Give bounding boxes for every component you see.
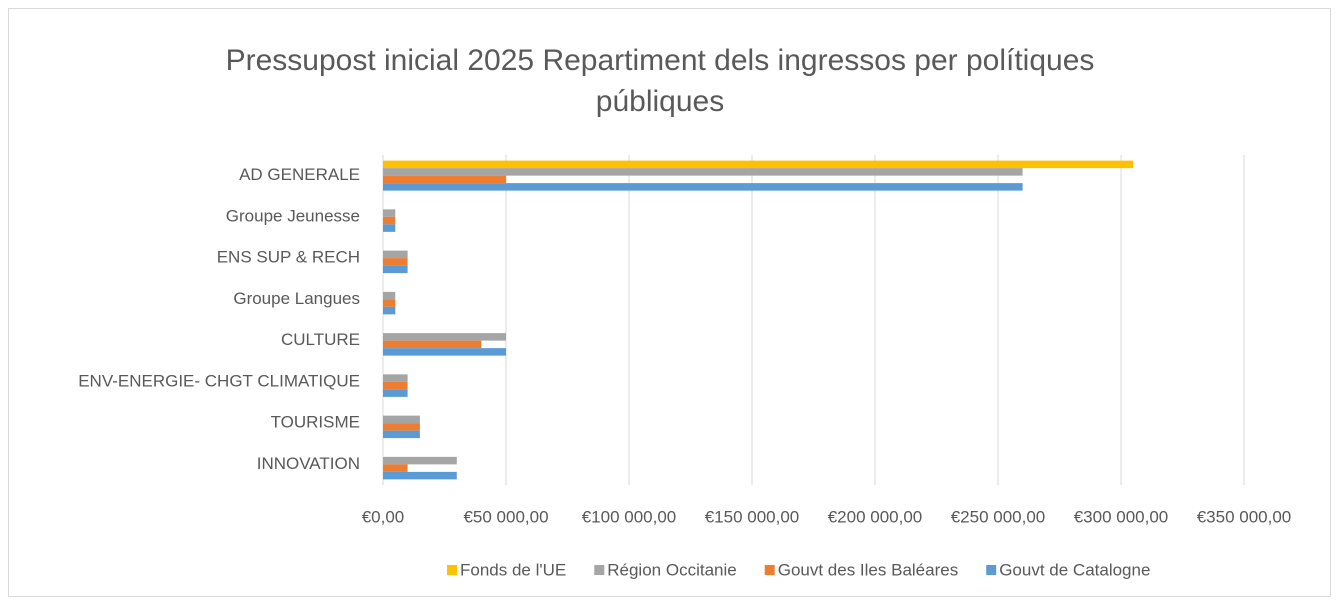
bar xyxy=(383,175,506,184)
legend-label: Région Occitanie xyxy=(607,560,736,579)
bar xyxy=(383,183,1023,191)
bar xyxy=(383,389,408,397)
bar xyxy=(383,250,408,259)
bar xyxy=(383,423,420,431)
legend-swatch xyxy=(986,565,997,575)
x-tick-label: €300 000,00 xyxy=(1074,507,1169,526)
bar xyxy=(383,265,408,274)
y-tick-label: Groupe Langues xyxy=(233,289,360,308)
bar xyxy=(383,258,408,266)
y-tick-label: Groupe Jeunesse xyxy=(226,206,360,225)
legend-swatch xyxy=(447,565,457,575)
bar xyxy=(383,160,1134,169)
legend-swatch xyxy=(594,565,605,575)
bar xyxy=(383,381,408,390)
y-tick-label: INNOVATION xyxy=(257,454,360,473)
bar xyxy=(383,299,396,307)
bar xyxy=(383,209,396,217)
bar xyxy=(383,464,408,472)
x-tick-label: €150 000,00 xyxy=(705,507,800,526)
bar xyxy=(383,456,457,465)
x-tick-label: €200 000,00 xyxy=(828,507,923,526)
bar xyxy=(383,374,408,382)
bar xyxy=(383,216,396,225)
x-tick-label: €250 000,00 xyxy=(951,507,1046,526)
x-tick-label: €0,00 xyxy=(362,507,405,526)
bar xyxy=(383,291,396,300)
bar xyxy=(383,340,482,349)
bar xyxy=(383,333,506,341)
title-line: públiques xyxy=(596,85,724,118)
x-tick-label: €100 000,00 xyxy=(582,507,677,526)
legend-label: Gouvt de Catalogne xyxy=(999,560,1150,579)
y-tick-label: AD GENERALE xyxy=(239,165,360,184)
bar xyxy=(383,471,457,480)
y-tick-label: ENS SUP & RECH xyxy=(217,248,360,267)
bar xyxy=(383,224,396,232)
chart-border xyxy=(8,8,1331,597)
y-tick-label: ENV-ENERGIE- CHGT CLIMATIQUE xyxy=(78,371,360,390)
y-tick-label: TOURISME xyxy=(271,413,360,432)
x-tick-label: €350 000,00 xyxy=(1197,507,1292,526)
bar xyxy=(383,348,506,356)
chart-title: Pressupost inicial 2025 Repartiment dels… xyxy=(226,44,1095,118)
legend-label: Gouvt des Iles Baléares xyxy=(778,560,958,579)
bar xyxy=(383,306,396,315)
legend-label: Fonds de l'UE xyxy=(460,560,566,579)
y-tick-label: CULTURE xyxy=(281,330,360,349)
title-line: Pressupost inicial 2025 Repartiment dels… xyxy=(226,44,1095,77)
legend-swatch xyxy=(764,565,775,575)
bar xyxy=(383,168,1023,176)
x-tick-label: €50 000,00 xyxy=(463,507,548,526)
bar xyxy=(383,430,420,439)
bar xyxy=(383,415,420,424)
